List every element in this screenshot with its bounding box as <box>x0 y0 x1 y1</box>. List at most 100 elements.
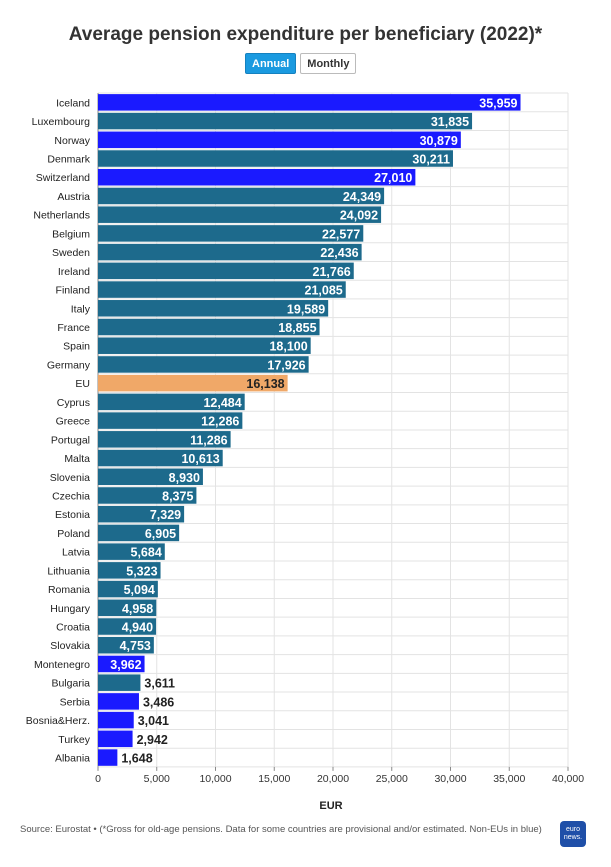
x-axis-label: EUR <box>319 800 342 812</box>
category-label: Czechia <box>52 490 90 502</box>
value-label: 22,436 <box>320 246 358 260</box>
value-label: 6,905 <box>145 527 176 541</box>
value-label: 8,375 <box>162 489 193 503</box>
value-label: 4,940 <box>122 621 153 635</box>
bar <box>98 187 385 205</box>
category-label: Croatia <box>56 622 90 634</box>
value-label: 5,094 <box>124 583 155 597</box>
category-label: Sweden <box>52 247 90 259</box>
annual-button[interactable]: Annual <box>245 53 297 74</box>
value-label: 16,138 <box>246 377 284 391</box>
category-label: Finland <box>56 285 91 297</box>
bar <box>98 356 309 373</box>
bar <box>98 730 133 748</box>
value-label: 4,958 <box>122 602 153 616</box>
value-label: 8,930 <box>169 471 200 485</box>
category-label: Turkey <box>58 734 90 746</box>
chart-title: Average pension expenditure per benefici… <box>68 24 543 45</box>
category-label: EU <box>75 378 90 390</box>
bar <box>98 749 118 766</box>
bar <box>98 150 453 167</box>
bar <box>98 374 288 392</box>
source-note: Source: Eurostat • (*Gross for old-age p… <box>20 824 542 835</box>
value-label: 35,959 <box>479 96 517 110</box>
value-label: 2,942 <box>137 733 168 747</box>
bar <box>98 206 382 223</box>
category-label: Romania <box>48 584 90 596</box>
value-label: 3,611 <box>144 677 175 691</box>
value-label: 7,329 <box>150 508 181 522</box>
value-label: 21,766 <box>313 265 351 279</box>
bar <box>98 262 354 280</box>
category-label: Estonia <box>55 509 90 521</box>
bar <box>98 580 158 598</box>
category-label: Denmark <box>47 154 90 166</box>
bar <box>98 599 157 617</box>
bar <box>98 243 362 261</box>
category-label: Ireland <box>58 266 90 278</box>
category-label: Luxembourg <box>32 116 91 128</box>
category-label: Greece <box>56 416 91 428</box>
bar <box>98 112 473 130</box>
category-label: Hungary <box>50 603 90 615</box>
value-label: 30,879 <box>420 134 458 148</box>
value-label: 22,577 <box>322 227 360 241</box>
bar <box>98 94 521 111</box>
value-label: 12,286 <box>201 415 239 429</box>
value-label: 31,835 <box>431 115 469 129</box>
monthly-button[interactable]: Monthly <box>300 53 357 74</box>
period-toggle: Annual Monthly <box>245 53 357 74</box>
category-label: Bulgaria <box>51 678 90 690</box>
value-label: 24,349 <box>343 190 381 204</box>
bar <box>98 711 134 729</box>
category-label: Albania <box>55 753 90 765</box>
bar <box>98 131 461 149</box>
value-label: 3,041 <box>138 714 169 728</box>
value-label: 30,211 <box>412 153 450 167</box>
category-label: France <box>57 322 90 334</box>
category-label: Lithuania <box>47 565 90 577</box>
bar <box>98 562 161 579</box>
bar <box>98 168 416 186</box>
x-tick-label: 25,000 <box>376 773 408 785</box>
value-label: 11,286 <box>190 433 228 447</box>
value-label: 4,753 <box>120 639 151 653</box>
bar <box>98 225 364 242</box>
bar <box>98 618 157 635</box>
category-label: Spain <box>63 341 90 353</box>
bar <box>98 636 154 654</box>
bar-chart: 0 5,000 10,000 15,000 20,000 25,000 30,000 35,0… <box>26 92 584 812</box>
x-tick-label: 5,000 <box>144 773 170 785</box>
category-label: Latvia <box>62 547 90 559</box>
value-label: 27,010 <box>374 171 412 185</box>
bar <box>98 300 329 317</box>
bar <box>98 655 145 673</box>
value-label: 5,684 <box>131 546 162 560</box>
bar <box>98 281 346 298</box>
bar <box>98 524 180 542</box>
category-label: Montenegro <box>34 659 90 671</box>
x-tick-label: 40,000 <box>552 773 584 785</box>
value-label: 19,589 <box>287 302 325 316</box>
category-label: Norway <box>54 135 90 147</box>
value-label: 18,100 <box>269 340 307 354</box>
category-label: Switzerland <box>36 172 90 184</box>
category-label: Italy <box>71 303 91 315</box>
category-label: Iceland <box>56 97 90 109</box>
value-label: 17,926 <box>267 358 305 372</box>
bar <box>98 393 245 411</box>
bar <box>98 431 231 448</box>
category-label: Germany <box>47 359 91 371</box>
value-label: 5,323 <box>126 564 157 578</box>
value-label: 1,648 <box>121 752 152 766</box>
x-tick-label: 20,000 <box>317 773 349 785</box>
bar <box>98 693 139 710</box>
value-label: 24,092 <box>340 209 378 223</box>
category-label: Netherlands <box>33 210 90 222</box>
bar <box>98 543 165 560</box>
category-label: Belgium <box>52 228 90 240</box>
x-tick-label: 10,000 <box>199 773 231 785</box>
category-label: Serbia <box>60 696 91 708</box>
value-label: 21,085 <box>305 284 343 298</box>
value-label: 10,613 <box>181 452 219 466</box>
